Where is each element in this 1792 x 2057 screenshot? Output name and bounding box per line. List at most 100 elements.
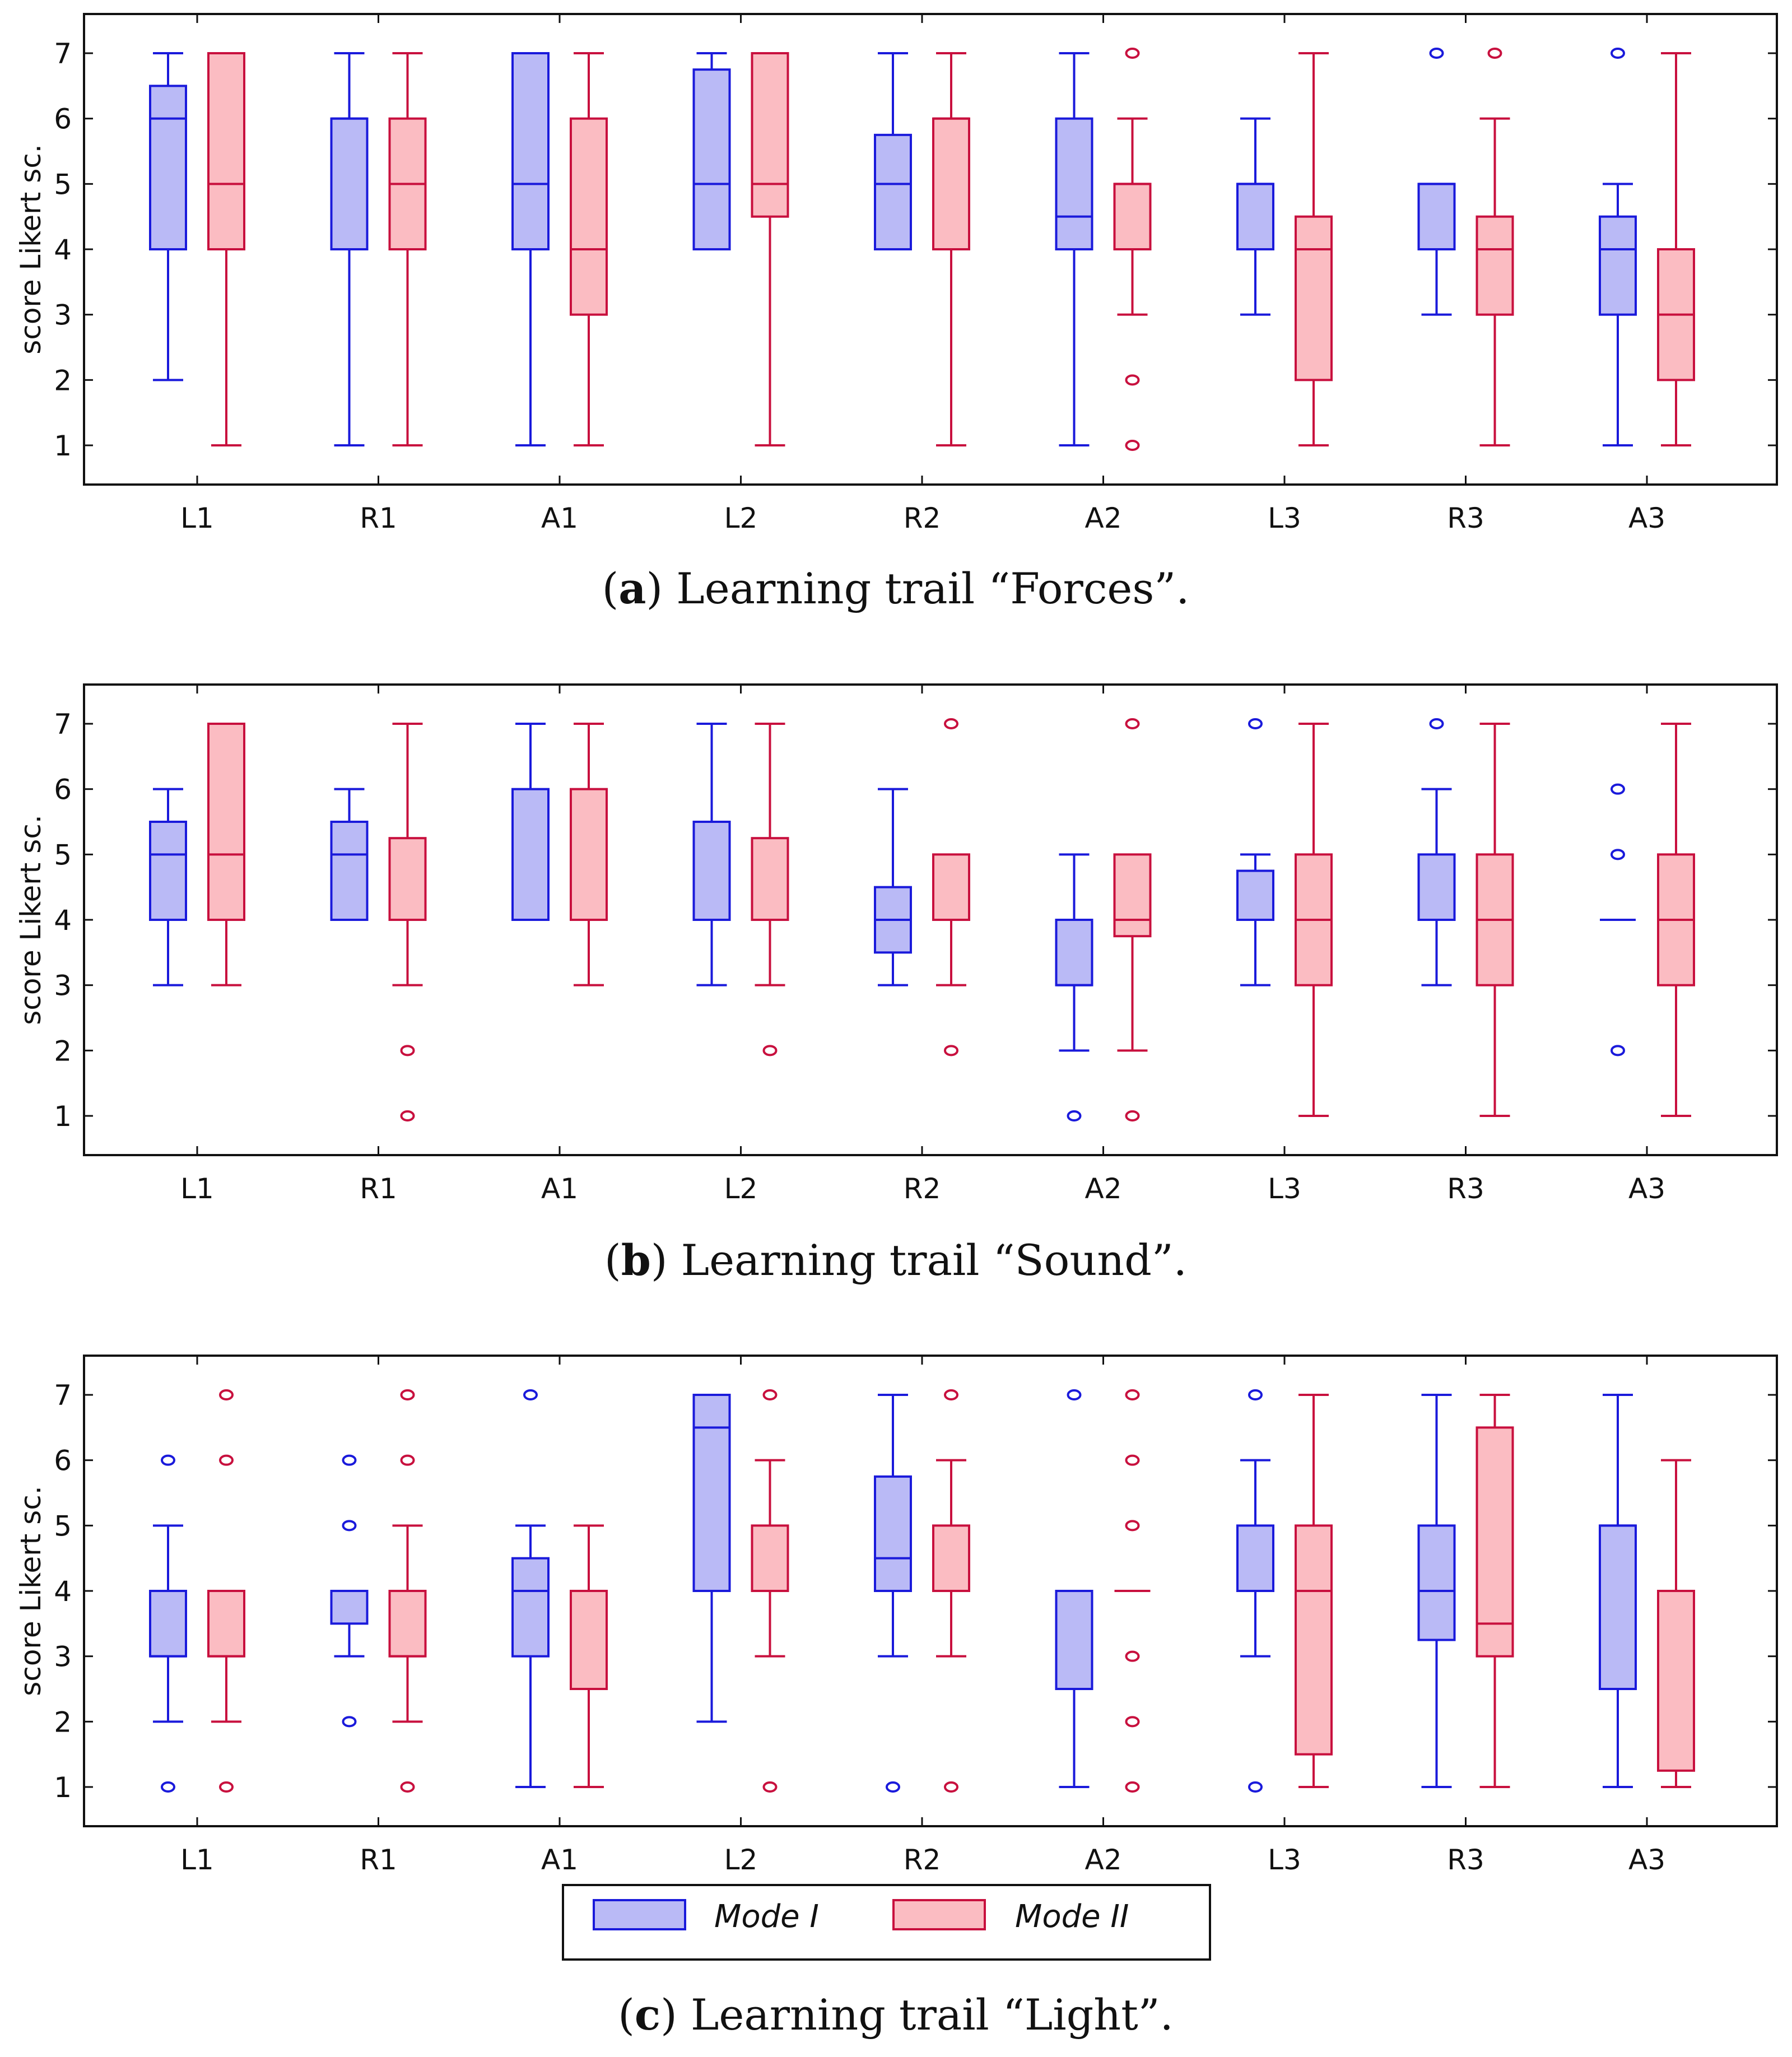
y-tick-label: 7 xyxy=(54,708,72,741)
box-mode2 xyxy=(1657,52,1695,446)
box-mode1 xyxy=(874,788,912,986)
outlier-point xyxy=(400,1389,415,1400)
box-mode2 xyxy=(1295,1394,1333,1788)
x-tick-label: L1 xyxy=(180,1844,214,1876)
box-mode1 xyxy=(330,52,369,446)
y-tick-label: 4 xyxy=(54,234,72,266)
outlier-point xyxy=(400,1781,415,1793)
x-tick-label: R3 xyxy=(1447,1844,1484,1876)
iqr-box xyxy=(511,1557,550,1658)
outlier-point xyxy=(1487,48,1502,59)
x-tick-label: R2 xyxy=(904,1172,941,1205)
iqr-box xyxy=(388,837,427,921)
box-mode2 xyxy=(1657,1459,1695,1788)
y-tick-label: 4 xyxy=(54,1575,72,1608)
iqr-box xyxy=(511,788,550,921)
iqr-box xyxy=(207,1590,245,1658)
box-mode2 xyxy=(932,52,970,446)
iqr-box xyxy=(1236,183,1274,251)
iqr-box xyxy=(1417,1524,1456,1641)
y-tick-label: 5 xyxy=(54,839,72,871)
box-mode1 xyxy=(1599,48,1637,446)
box-mode2 xyxy=(932,718,970,1057)
box-mode1 xyxy=(1055,1389,1093,1788)
iqr-box xyxy=(874,133,912,250)
iqr-box xyxy=(1055,919,1093,986)
y-tick-label: 1 xyxy=(54,1771,72,1804)
caption-a: (a) Learning trail “Forces”. xyxy=(602,564,1190,613)
caption-b-text: Learning trail “Sound”. xyxy=(668,1235,1187,1285)
box-mode1 xyxy=(149,52,187,381)
x-tick-label: A3 xyxy=(1628,1172,1665,1205)
iqr-box xyxy=(1599,215,1637,316)
outlier-point xyxy=(762,1389,778,1400)
box-mode2 xyxy=(388,1389,427,1793)
x-tick-label: R3 xyxy=(1447,502,1484,534)
box-mode1 xyxy=(149,1454,187,1793)
outlier-point xyxy=(342,1454,357,1466)
box-mode1 xyxy=(1236,718,1274,986)
y-tick-label: 3 xyxy=(54,970,72,1002)
box-mode1 xyxy=(1417,718,1456,986)
iqr-box xyxy=(1657,1590,1695,1772)
y-tick-label: 2 xyxy=(54,1035,72,1067)
box-mode2 xyxy=(1113,48,1152,451)
x-tick-label: R3 xyxy=(1447,1172,1484,1205)
legend: Mode I Mode II xyxy=(562,1884,1211,1961)
y-tick-label: 1 xyxy=(54,430,72,462)
outlier-point xyxy=(342,1520,357,1532)
caption-c-label: c xyxy=(635,1990,660,2040)
outlier-point xyxy=(1125,374,1140,386)
x-tick-label: L3 xyxy=(1268,1844,1301,1876)
box-mode2 xyxy=(1113,718,1152,1121)
x-tick-label: L2 xyxy=(724,1172,758,1205)
x-tick-label: A1 xyxy=(541,1844,578,1876)
outlier-point xyxy=(1125,1110,1140,1121)
outlier-point xyxy=(1248,718,1263,729)
box-mode2 xyxy=(1476,1394,1514,1788)
box-mode1 xyxy=(874,52,912,250)
iqr-box xyxy=(1599,1524,1637,1690)
y-tick-label: 7 xyxy=(54,1379,72,1412)
box-mode1 xyxy=(692,723,731,986)
box-mode1 xyxy=(1055,52,1093,446)
iqr-box xyxy=(330,821,369,921)
box-mode2 xyxy=(1295,723,1333,1117)
y-tick-label: 6 xyxy=(54,774,72,806)
box-mode1 xyxy=(511,1389,550,1788)
iqr-box xyxy=(207,52,245,250)
x-tick-label: L1 xyxy=(180,1172,214,1205)
box-mode1 xyxy=(330,1454,369,1728)
panels: 1 2 3 4 5 6 7 score Likert sc. L1 R1 A1 L2 R2 A2 L3 R3 A… xyxy=(15,13,1778,1876)
box-mode1 xyxy=(692,1394,731,1723)
x-tick-label: L3 xyxy=(1268,502,1301,534)
iqr-box xyxy=(330,117,369,250)
box-mode2 xyxy=(751,1389,789,1793)
iqr-box xyxy=(149,1590,187,1658)
x-tick-label: L2 xyxy=(724,502,758,534)
iqr-box xyxy=(1236,1524,1274,1592)
x-tick-label: R2 xyxy=(904,1844,941,1876)
y-tick-label: 3 xyxy=(54,1641,72,1673)
outlier-point xyxy=(1248,1389,1263,1400)
x-tick-label: A3 xyxy=(1628,1844,1665,1876)
outlier-point xyxy=(400,1045,415,1057)
iqr-box xyxy=(511,52,550,250)
legend-swatch-mode2 xyxy=(892,1899,986,1930)
outlier-point xyxy=(1125,440,1140,451)
caption-b-label: b xyxy=(621,1235,651,1285)
y-tick-label: 2 xyxy=(54,1706,72,1738)
y-axis-label: score Likert sc. xyxy=(15,1486,47,1696)
x-tick-label: A2 xyxy=(1084,502,1121,534)
box-mode2 xyxy=(1295,52,1333,446)
outlier-point xyxy=(1067,1389,1082,1400)
iqr-box xyxy=(149,85,187,250)
box-mode2 xyxy=(1476,723,1514,1117)
caption-a-text: Learning trail “Forces”. xyxy=(663,564,1189,613)
outlier-point xyxy=(219,1781,234,1793)
box-mode1 xyxy=(1417,48,1456,316)
outlier-point xyxy=(523,1389,538,1400)
y-axis-label: score Likert sc. xyxy=(15,815,47,1025)
legend-label-mode2: Mode II xyxy=(1015,1898,1129,1935)
outlier-point xyxy=(1429,718,1444,729)
